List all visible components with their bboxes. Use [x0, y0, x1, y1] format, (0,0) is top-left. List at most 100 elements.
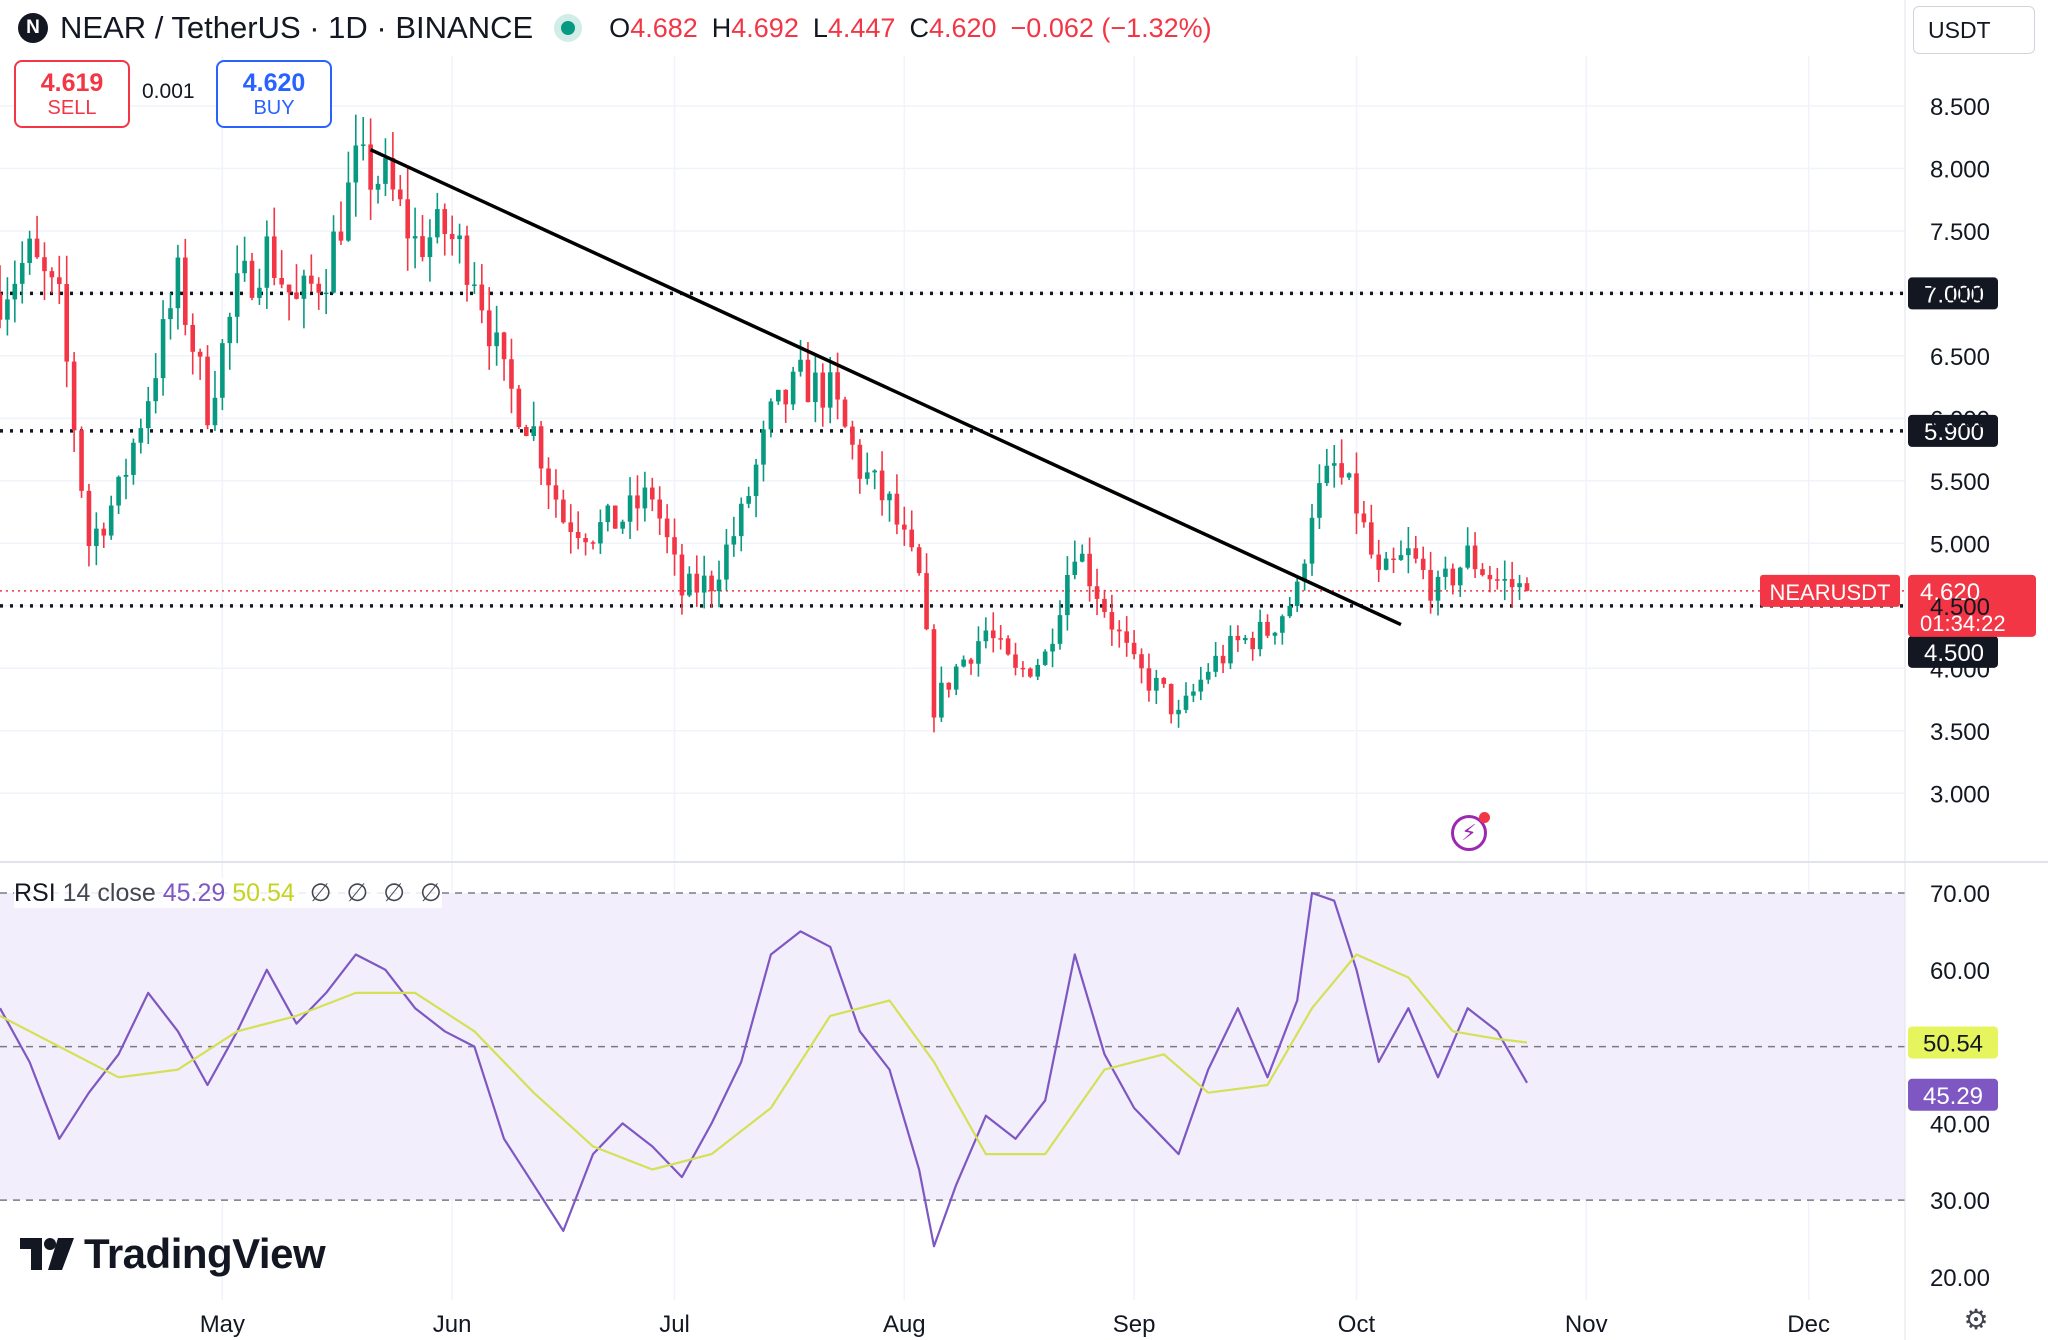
candle — [672, 518, 677, 576]
candle-body — [820, 372, 826, 408]
candle — [5, 277, 10, 336]
trendline[interactable] — [369, 148, 1402, 627]
candle-body — [1213, 655, 1218, 672]
candle-body — [1235, 635, 1241, 641]
candle-body — [1072, 561, 1078, 575]
candle-body — [1457, 567, 1463, 586]
candle-body — [1028, 668, 1033, 677]
candle — [642, 471, 648, 522]
rsi-legend[interactable]: RSI 14 close 45.29 50.54 ∅ ∅ ∅ ∅ — [14, 878, 442, 908]
rsi-na-3: ∅ — [383, 879, 405, 907]
candle-body — [1450, 568, 1456, 586]
candle-body — [234, 273, 240, 317]
candle — [1413, 535, 1419, 564]
candle-body — [49, 271, 55, 278]
y-tick-price: 8.500 — [1930, 94, 1990, 121]
candle-body — [902, 524, 907, 530]
gear-icon[interactable]: ⚙ — [1963, 1304, 1989, 1335]
candle-body — [516, 388, 522, 428]
candle-body — [1191, 691, 1196, 696]
candle — [924, 553, 929, 631]
candle — [1272, 631, 1278, 645]
candle-body — [427, 237, 433, 258]
candle — [286, 284, 292, 321]
candle — [1457, 566, 1463, 597]
buy-button[interactable]: 4.620 BUY — [216, 60, 332, 128]
currency-button[interactable]: USDT — [1913, 6, 2035, 54]
candle-body — [649, 487, 655, 500]
sell-price: 4.619 — [40, 69, 104, 97]
price-change: −0.062 (−1.32%) — [1010, 12, 1212, 43]
candle-body — [108, 505, 114, 536]
candle — [872, 469, 877, 490]
candle — [1154, 669, 1159, 704]
candle — [1361, 500, 1367, 528]
candle-body — [872, 470, 877, 473]
candle-body — [864, 472, 870, 479]
horizontal-levels[interactable]: 7.000 5.900 4.500 NEARUSDT 4.620 01:34:22 — [0, 277, 2036, 668]
candle — [12, 260, 18, 323]
candle-body — [1420, 558, 1426, 570]
candle — [909, 510, 915, 552]
candle-body — [1220, 655, 1226, 664]
candle-body — [1413, 548, 1419, 559]
candle-body — [1109, 611, 1115, 630]
candle-body — [850, 426, 855, 445]
y-tick-price: 4.000 — [1930, 656, 1990, 683]
rsi-lines — [0, 891, 1528, 1248]
candle-body — [1205, 671, 1211, 680]
candle — [472, 262, 477, 294]
candle — [353, 114, 359, 217]
candle-body — [1331, 463, 1337, 466]
lightning-icon[interactable]: ⚡ — [1451, 812, 1490, 851]
candle — [1065, 556, 1070, 631]
candle-body — [976, 641, 981, 664]
candle — [553, 469, 559, 518]
candle-body — [1346, 473, 1352, 478]
sell-button[interactable]: 4.619 SELL — [14, 60, 130, 128]
candle-body — [509, 359, 514, 389]
candle-body — [331, 231, 336, 293]
candle — [768, 398, 774, 438]
candle-body — [1524, 583, 1530, 591]
candle-body — [212, 397, 218, 426]
candle — [183, 238, 188, 336]
candle-body — [1265, 621, 1270, 636]
candle — [679, 544, 685, 615]
candle — [86, 483, 92, 567]
candle — [234, 245, 240, 344]
candle-body — [1161, 677, 1167, 684]
candle — [309, 254, 314, 292]
candle — [1502, 560, 1508, 601]
candle — [1406, 526, 1411, 574]
candle-body — [1005, 638, 1011, 655]
sell-label: SELL — [47, 97, 97, 119]
candle — [968, 657, 974, 675]
candle — [842, 396, 848, 428]
candle — [1168, 683, 1174, 724]
candle — [649, 477, 655, 512]
candle-body — [397, 189, 403, 200]
candle — [316, 277, 322, 310]
candle — [746, 486, 751, 509]
symbol-title[interactable]: NEAR / TetherUS · 1D · BINANCE — [60, 10, 534, 45]
candle — [390, 132, 396, 201]
candle-body — [323, 292, 329, 295]
candle — [976, 626, 981, 677]
candle — [1146, 653, 1152, 702]
candle-body — [531, 426, 536, 437]
candle — [583, 533, 588, 556]
candle-body — [894, 493, 900, 525]
candle-body — [123, 474, 129, 477]
brand-name: TradingView — [84, 1230, 326, 1277]
candle-body — [701, 575, 707, 593]
tradingview-brand[interactable]: TradingView — [20, 1230, 326, 1278]
candle — [687, 566, 692, 598]
level-tag-bg — [1908, 414, 1998, 447]
candle — [1280, 614, 1285, 645]
candle-body — [1480, 569, 1485, 575]
candle-body — [879, 470, 885, 501]
candle-body — [227, 316, 233, 344]
candle-body — [472, 284, 477, 286]
